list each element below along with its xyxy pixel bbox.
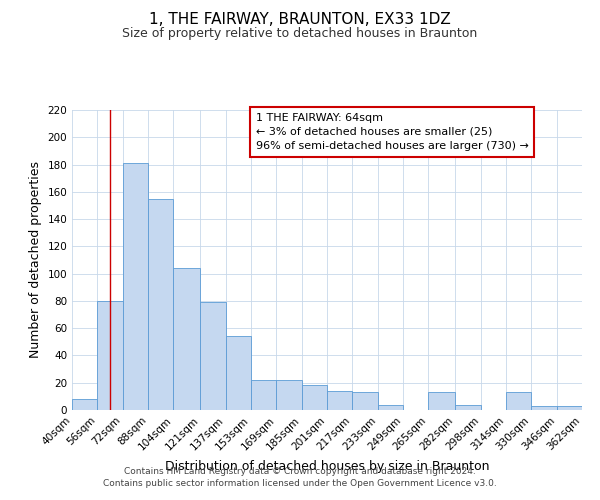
Bar	[506, 392, 532, 410]
Bar	[148, 198, 173, 410]
X-axis label: Distribution of detached houses by size in Braunton: Distribution of detached houses by size …	[165, 460, 489, 473]
Bar	[97, 301, 122, 410]
Bar	[377, 404, 403, 410]
Bar	[352, 392, 377, 410]
Bar	[251, 380, 277, 410]
Bar	[327, 391, 352, 410]
Text: Size of property relative to detached houses in Braunton: Size of property relative to detached ho…	[122, 28, 478, 40]
Text: Contains HM Land Registry data © Crown copyright and database right 2024.
Contai: Contains HM Land Registry data © Crown c…	[103, 466, 497, 487]
Bar	[200, 302, 226, 410]
Bar	[532, 406, 557, 410]
Text: 1, THE FAIRWAY, BRAUNTON, EX33 1DZ: 1, THE FAIRWAY, BRAUNTON, EX33 1DZ	[149, 12, 451, 28]
Bar	[277, 380, 302, 410]
Bar	[557, 406, 582, 410]
Bar	[122, 163, 148, 410]
Bar	[455, 404, 481, 410]
Y-axis label: Number of detached properties: Number of detached properties	[29, 162, 42, 358]
Bar	[302, 386, 327, 410]
Bar	[226, 336, 251, 410]
Bar	[72, 399, 97, 410]
Text: 1 THE FAIRWAY: 64sqm
← 3% of detached houses are smaller (25)
96% of semi-detach: 1 THE FAIRWAY: 64sqm ← 3% of detached ho…	[256, 113, 529, 151]
Bar	[428, 392, 455, 410]
Bar	[173, 268, 200, 410]
